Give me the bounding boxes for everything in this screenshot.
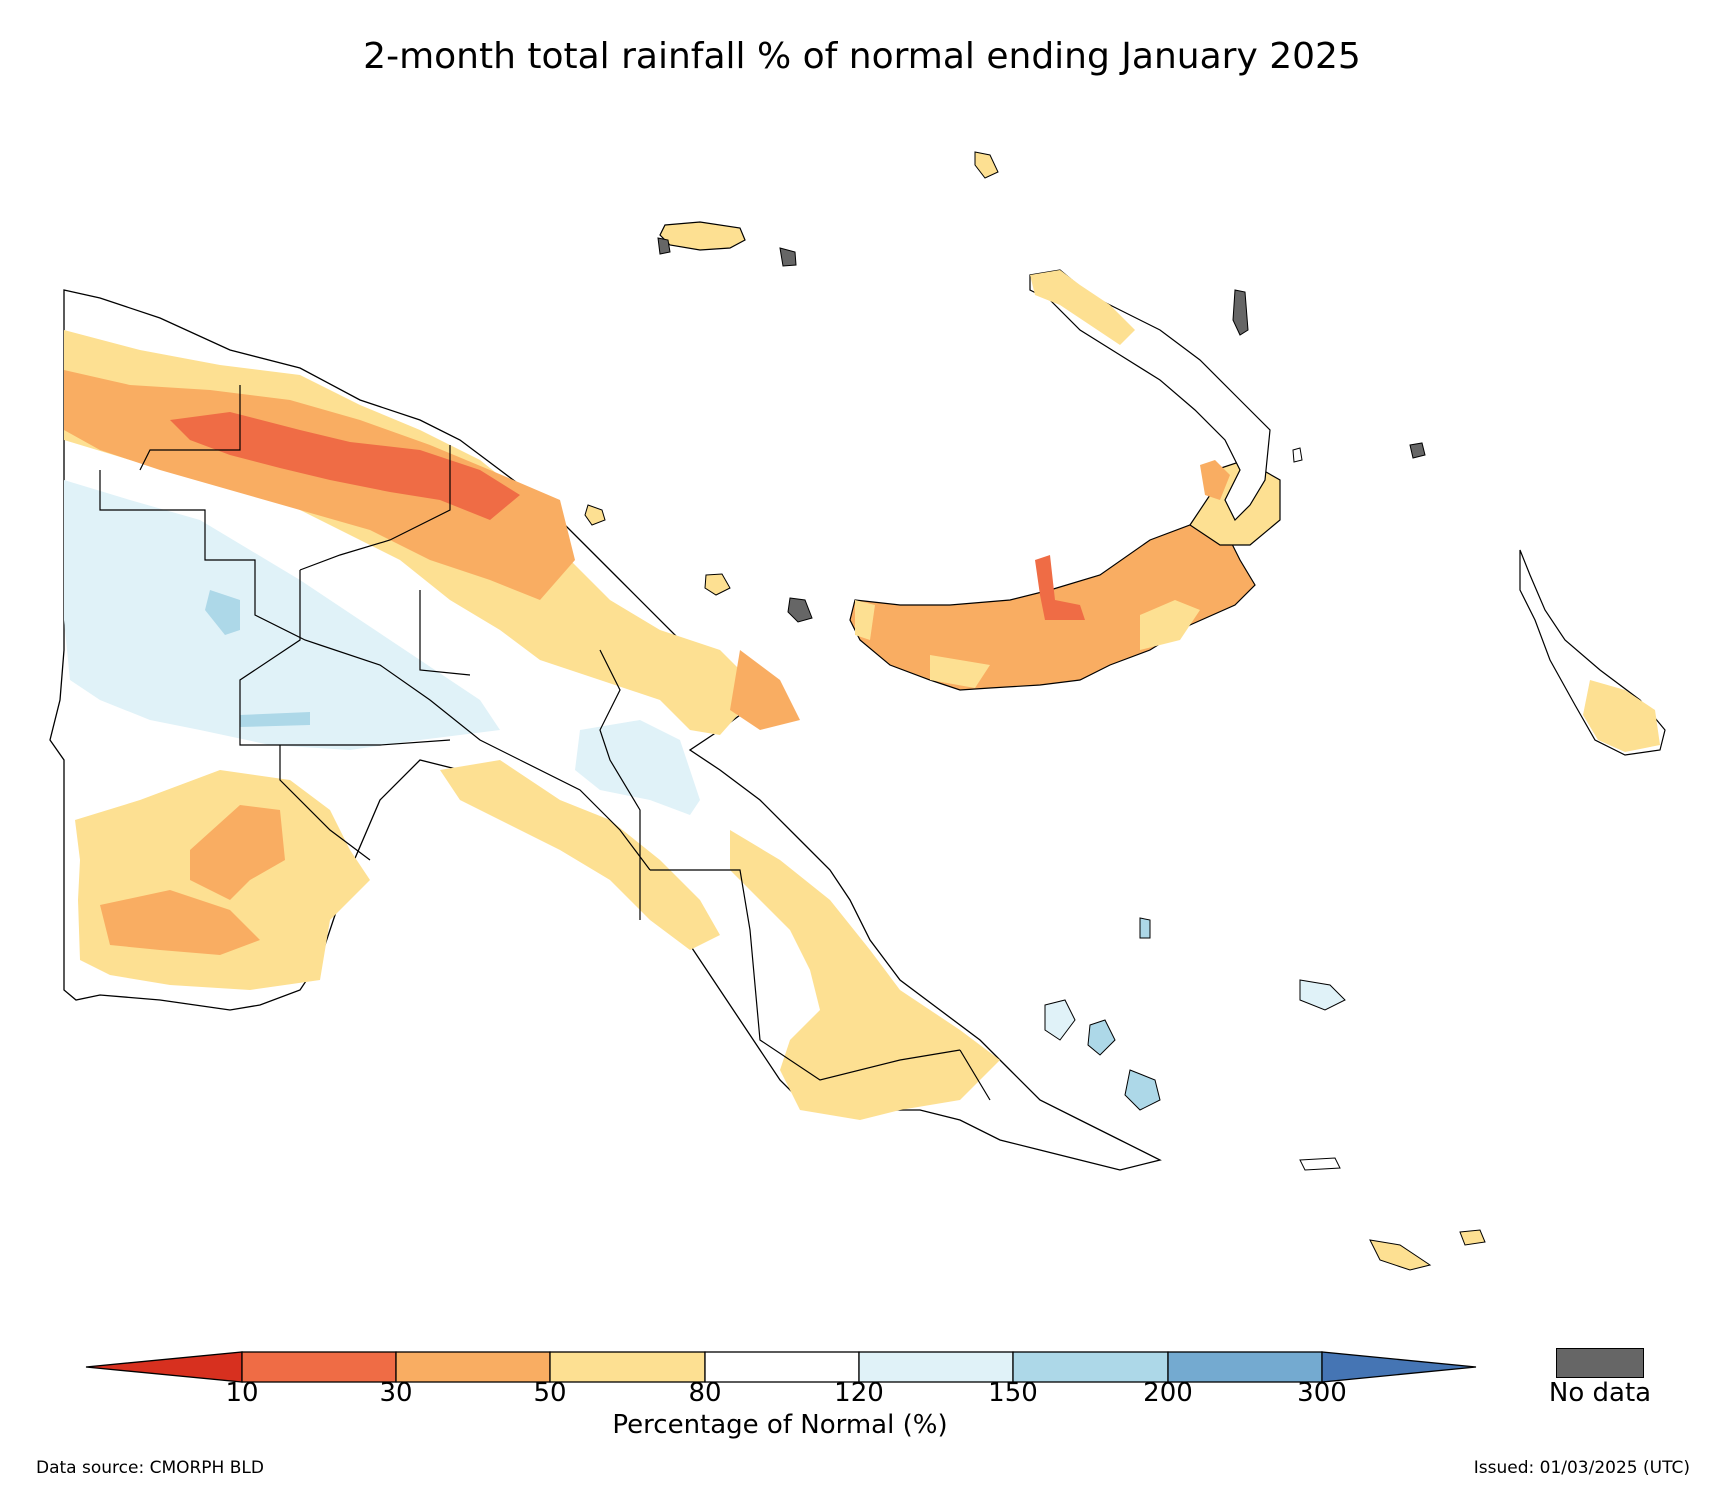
bougainville-south-zone: [1583, 680, 1660, 752]
colorbar-under-triangle: [85, 1351, 243, 1383]
new-britain-south-strip: [930, 655, 990, 688]
rossel-island-1: [1369, 1239, 1432, 1271]
colorbar-class-150-200: [1012, 1351, 1169, 1383]
colorbar-tick-50: 50: [533, 1378, 567, 1408]
colorbar-tick-80: 80: [688, 1378, 722, 1408]
issued-date: Issued: 01/03/2025 (UTC): [1473, 1458, 1690, 1478]
new-britain-ne-tip: [1200, 460, 1230, 500]
colorbar-tick-200: 200: [1143, 1378, 1193, 1408]
colorbar-label: Percentage of Normal (%): [612, 1410, 948, 1440]
zone-150-200-west-2: [240, 712, 310, 727]
small-island-5: [1292, 447, 1303, 463]
colorbar-tick-30: 30: [379, 1378, 413, 1408]
nodata-island-1: [1232, 289, 1249, 336]
new-ireland-north-zone: [1030, 270, 1135, 345]
data-source: Data source: CMORPH BLD: [36, 1458, 264, 1478]
d-entrecasteaux-1: [1044, 999, 1076, 1041]
zone-30-50-south-west-1: [190, 805, 285, 900]
zone-10-30-north: [170, 412, 520, 520]
small-island-3: [704, 573, 731, 596]
colorbar-class-10-30: [241, 1351, 397, 1383]
colorbar-class-30-50: [395, 1351, 551, 1383]
small-island-4: [1299, 1157, 1341, 1171]
colorbar-tick-150: 150: [988, 1378, 1038, 1408]
colorbar: [85, 1351, 1477, 1383]
colorbar-over-triangle: [1321, 1351, 1477, 1383]
new-britain-east-strip: [1140, 600, 1200, 650]
new-britain-west-tip: [855, 600, 875, 640]
no-data-swatch: [1556, 1348, 1644, 1378]
nodata-island-5: [779, 247, 797, 267]
zone-150-200-west-1: [205, 590, 240, 635]
colorbar-class-200-300: [1167, 1351, 1323, 1383]
new-britain-red-patch: [1035, 555, 1085, 620]
colorbar-tick-300: 300: [1297, 1378, 1347, 1408]
small-island-1: [974, 151, 999, 179]
d-entrecasteaux-3: [1124, 1069, 1161, 1111]
new-ireland: [1029, 269, 1271, 522]
map-title: 2-month total rainfall % of normal endin…: [363, 36, 1361, 77]
colorbar-tick-120: 120: [834, 1378, 884, 1408]
zone-120-150-west: [64, 480, 500, 750]
zone-50-80-central-south: [440, 760, 720, 950]
colorbar-class-80-120: [704, 1351, 860, 1383]
no-data-label: No data: [1548, 1378, 1652, 1408]
d-entrecasteaux-2: [1087, 1019, 1116, 1056]
zone-30-50-south-west-2: [100, 890, 260, 955]
trobriand-island: [1299, 979, 1346, 1011]
zone-120-150-central: [575, 720, 700, 815]
province-boundaries: [99, 385, 991, 1101]
colorbar-class-50-80: [549, 1351, 706, 1383]
colorbar-tick-10: 10: [225, 1378, 259, 1408]
manus-island: [659, 221, 746, 251]
nodata-island-4: [657, 237, 671, 255]
zone-50-80-southeast: [730, 830, 1000, 1120]
colorbar-class-120-150: [858, 1351, 1014, 1383]
nodata-island-2: [787, 597, 813, 623]
zone-30-50-ne-coast: [730, 650, 800, 730]
woodlark-island: [1139, 917, 1151, 939]
rossel-island-2: [1459, 1229, 1486, 1246]
nodata-island-3: [1409, 442, 1426, 459]
small-island-2: [584, 504, 606, 526]
